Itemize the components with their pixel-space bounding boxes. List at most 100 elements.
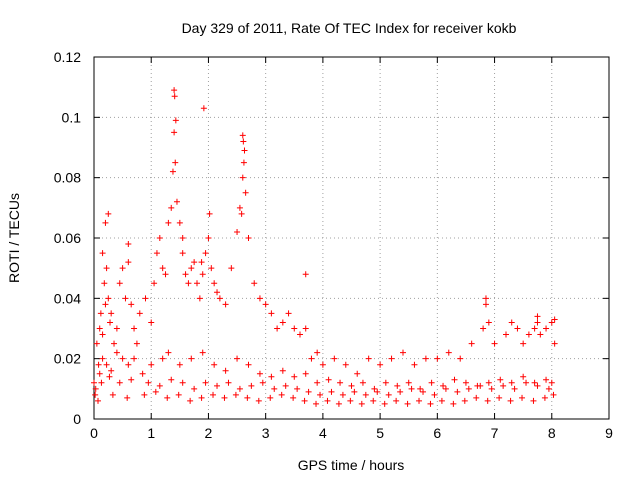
data-point <box>234 355 241 362</box>
data-point <box>342 361 349 368</box>
data-point <box>514 325 521 332</box>
data-point <box>240 138 247 145</box>
data-point <box>359 379 366 386</box>
data-point <box>302 271 309 278</box>
data-point <box>457 355 464 362</box>
data-point <box>454 388 461 395</box>
data-point <box>122 295 129 302</box>
data-point <box>534 319 541 326</box>
data-point <box>339 391 346 398</box>
data-point <box>267 394 274 401</box>
data-point <box>484 397 491 404</box>
x-tick-label: 6 <box>433 425 441 441</box>
data-point <box>172 159 179 166</box>
data-point <box>171 129 178 136</box>
data-point <box>317 391 324 398</box>
data-point <box>107 319 114 326</box>
data-point <box>374 388 381 395</box>
data-point <box>520 340 527 347</box>
data-point <box>297 331 303 338</box>
data-point <box>256 370 263 377</box>
data-point <box>238 210 245 217</box>
data-point <box>431 391 438 398</box>
data-point <box>400 349 406 356</box>
data-point <box>108 367 115 374</box>
data-point <box>550 391 557 398</box>
data-point <box>206 210 213 217</box>
data-point <box>434 355 441 362</box>
data-point <box>171 93 178 100</box>
data-point <box>465 385 472 392</box>
data-point <box>236 204 243 211</box>
data-point <box>175 391 182 398</box>
x-tick-label: 1 <box>147 425 155 441</box>
data-point <box>148 361 155 368</box>
data-point <box>393 397 400 404</box>
data-point <box>214 382 221 389</box>
data-point <box>188 265 195 272</box>
data-point <box>354 370 361 377</box>
data-point <box>462 379 469 386</box>
data-point <box>153 250 160 257</box>
data-point <box>156 382 163 389</box>
data-point <box>290 394 297 401</box>
data-point <box>133 340 140 347</box>
data-point <box>164 394 171 401</box>
data-point <box>240 159 247 166</box>
data-point <box>491 340 498 347</box>
data-point <box>279 319 286 326</box>
data-point <box>159 355 166 362</box>
data-point <box>91 379 97 386</box>
x-tick-label: 5 <box>376 425 384 441</box>
data-point <box>482 301 489 308</box>
data-point <box>314 349 321 356</box>
y-tick-labels: 0 0.02 0.04 0.06 0.08 0.1 0.12 <box>54 49 81 427</box>
data-point <box>404 400 411 407</box>
data-point <box>101 280 108 287</box>
data-point <box>221 394 228 401</box>
data-point <box>274 325 281 332</box>
data-point <box>244 394 251 401</box>
data-point <box>131 325 138 332</box>
data-point <box>191 259 198 266</box>
data-point <box>450 400 457 407</box>
data-point <box>185 280 192 287</box>
data-point <box>210 391 217 398</box>
data-point <box>196 295 203 302</box>
data-point <box>451 376 458 383</box>
data-point <box>182 271 189 278</box>
data-point <box>468 340 475 347</box>
data-point <box>385 391 392 398</box>
data-point <box>113 325 120 332</box>
data-point <box>187 397 194 404</box>
data-point <box>105 295 112 302</box>
data-point <box>96 370 103 377</box>
data-point <box>420 388 427 395</box>
plot-frame <box>93 56 610 420</box>
data-point <box>95 397 102 404</box>
data-point <box>314 379 321 386</box>
data-point <box>128 376 135 383</box>
data-point <box>208 265 215 272</box>
data-point <box>93 340 100 347</box>
data-point <box>179 250 186 257</box>
data-point <box>168 204 175 211</box>
data-point <box>214 289 221 296</box>
data-point <box>485 379 492 386</box>
data-point <box>268 310 275 317</box>
y-tick-label: 0.1 <box>62 109 82 125</box>
data-point <box>473 394 480 401</box>
data-point <box>248 382 255 389</box>
data-point <box>461 397 468 404</box>
x-tick-label: 3 <box>262 425 270 441</box>
data-point <box>279 367 286 374</box>
data-point <box>151 280 158 287</box>
data-point <box>131 355 138 362</box>
data-point <box>125 241 132 248</box>
data-point <box>394 382 401 389</box>
data-point <box>543 325 550 332</box>
data-point <box>225 379 232 386</box>
data-point <box>348 382 355 389</box>
data-point <box>136 310 143 317</box>
data-point <box>482 295 489 302</box>
